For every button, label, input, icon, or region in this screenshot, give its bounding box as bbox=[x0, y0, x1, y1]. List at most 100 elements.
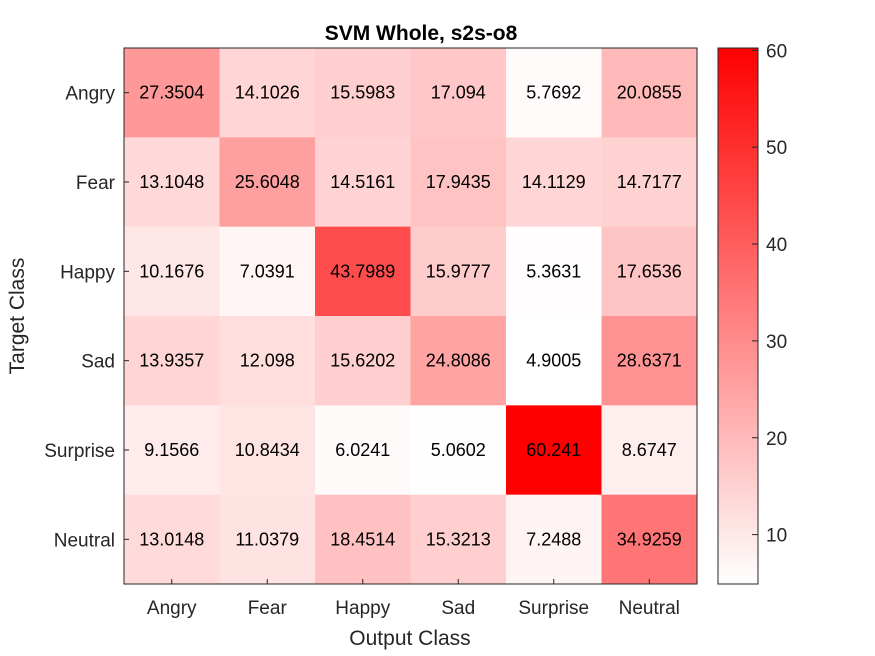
heatmap-cell bbox=[124, 405, 220, 496]
x-tick-label: Surprise bbox=[518, 598, 589, 619]
heatmap-cell bbox=[601, 226, 698, 317]
heatmap-cell bbox=[219, 405, 316, 496]
colorbar-tick-label: 50 bbox=[766, 138, 787, 159]
x-tick-label: Angry bbox=[147, 598, 197, 619]
cell-value-label: 24.8086 bbox=[426, 351, 491, 371]
heatmap-cell bbox=[410, 494, 507, 585]
cell-value-label: 43.7989 bbox=[330, 261, 395, 281]
y-tick-label: Fear bbox=[76, 173, 116, 194]
heatmap-cell bbox=[506, 405, 602, 496]
cell-value-label: 18.4514 bbox=[330, 529, 395, 549]
cell-value-label: 14.7177 bbox=[617, 172, 682, 192]
heatmap-cell bbox=[410, 226, 507, 317]
cell-value-label: 7.2488 bbox=[526, 529, 581, 549]
x-tick-label: Fear bbox=[248, 598, 288, 619]
y-tick-labels: Angry Fear Happy Sad Surprise Neutral bbox=[44, 84, 129, 551]
heatmap-cell bbox=[506, 137, 602, 228]
cell-value-label: 8.6747 bbox=[622, 440, 677, 460]
colorbar: 10 20 30 40 50 60 bbox=[717, 41, 787, 585]
heatmap-cell bbox=[124, 316, 220, 406]
heatmap-cell bbox=[506, 316, 602, 406]
cell-value-label: 15.9777 bbox=[426, 261, 491, 281]
cell-value-label: 10.8434 bbox=[235, 440, 300, 460]
heatmap-cell bbox=[410, 405, 507, 496]
y-tick-label: Surprise bbox=[44, 441, 115, 462]
heatmap-cell bbox=[315, 226, 411, 317]
cell-value-label: 17.6536 bbox=[617, 261, 682, 281]
cell-value-label: 15.5983 bbox=[330, 83, 395, 103]
y-tick-label: Neutral bbox=[54, 530, 115, 551]
cell-value-label: 15.6202 bbox=[330, 351, 395, 371]
cell-value-label: 6.0241 bbox=[335, 440, 390, 460]
colorbar-tick-label: 10 bbox=[766, 526, 787, 547]
cell-value-label: 15.3213 bbox=[426, 529, 491, 549]
cell-value-label: 7.0391 bbox=[240, 261, 295, 281]
heatmap-cell bbox=[124, 226, 220, 317]
heatmap-cell bbox=[124, 48, 220, 138]
x-axis-label: Output Class bbox=[349, 627, 470, 650]
cell-value-label: 20.0855 bbox=[617, 83, 682, 103]
cell-value-label: 5.3631 bbox=[526, 261, 581, 281]
cell-value-label: 14.5161 bbox=[330, 172, 395, 192]
cell-value-label: 17.9435 bbox=[426, 172, 491, 192]
heatmap-cell bbox=[315, 137, 411, 228]
heatmap-cell bbox=[124, 494, 220, 585]
heatmap-cell bbox=[315, 494, 411, 585]
cell-value-label: 28.6371 bbox=[617, 351, 682, 371]
colorbar-tick-label: 30 bbox=[766, 332, 787, 353]
x-tick-label: Neutral bbox=[619, 598, 680, 619]
heatmap-cell bbox=[315, 405, 411, 496]
heatmap-cell bbox=[219, 137, 316, 228]
heatmap-cell bbox=[219, 494, 316, 585]
y-tick-label: Happy bbox=[60, 262, 115, 283]
x-tick-label: Sad bbox=[441, 598, 475, 619]
y-tick-label: Angry bbox=[65, 84, 115, 105]
colorbar-tick-label: 40 bbox=[766, 235, 787, 256]
cell-value-label: 4.9005 bbox=[526, 351, 581, 371]
cell-value-label: 14.1129 bbox=[522, 172, 586, 192]
heatmap-cell bbox=[410, 316, 507, 406]
heatmap-cell bbox=[601, 316, 698, 406]
heatmap-cell bbox=[410, 48, 507, 138]
cell-value-label: 27.3504 bbox=[139, 83, 204, 103]
colorbar-tick-label: 20 bbox=[766, 429, 787, 450]
cell-value-label: 13.1048 bbox=[139, 172, 204, 192]
heatmap-cell bbox=[219, 316, 316, 406]
heatmap-cell bbox=[506, 226, 602, 317]
cell-value-label: 60.241 bbox=[526, 440, 581, 460]
colorbar-tick-label: 60 bbox=[766, 41, 787, 62]
cell-value-label: 5.7692 bbox=[526, 83, 581, 103]
heatmap-cell bbox=[601, 405, 698, 496]
cell-value-label: 34.9259 bbox=[617, 529, 682, 549]
cell-value-label: 13.0148 bbox=[139, 529, 204, 549]
cell-value-label: 13.9357 bbox=[139, 351, 204, 371]
cell-value-label: 17.094 bbox=[431, 83, 486, 103]
colorbar-gradient bbox=[717, 47, 759, 585]
heatmap-cell bbox=[219, 48, 316, 138]
cell-value-label: 5.0602 bbox=[431, 440, 486, 460]
heatmap-cells: 27.3504 14.1026 15.5983 17.094 5.7692 20.0855… bbox=[124, 48, 698, 585]
heatmap-cell bbox=[506, 494, 602, 585]
heatmap-cell bbox=[410, 137, 507, 228]
y-tick-label: Sad bbox=[81, 352, 115, 373]
plot-frame bbox=[123, 47, 698, 585]
chart-title: SVM Whole, s2s-o8 bbox=[325, 22, 518, 45]
heatmap-cell bbox=[601, 137, 698, 228]
heatmap-cell bbox=[601, 494, 698, 585]
cell-value-label: 10.1676 bbox=[139, 261, 204, 281]
heatmap-cell bbox=[315, 48, 411, 138]
y-axis-label: Target Class bbox=[6, 258, 29, 375]
cell-value-label: 25.6048 bbox=[235, 172, 300, 192]
heatmap-cell bbox=[601, 48, 698, 138]
x-tick-label: Happy bbox=[335, 598, 390, 619]
heatmap-cell bbox=[219, 226, 316, 317]
x-tick-labels: Angry Fear Happy Sad Surprise Neutral bbox=[147, 579, 680, 619]
heatmap-cell bbox=[506, 48, 602, 138]
cell-value-label: 14.1026 bbox=[235, 83, 300, 103]
cell-value-label: 11.0379 bbox=[235, 529, 299, 549]
heatmap-cell bbox=[124, 137, 220, 228]
cell-value-label: 9.1566 bbox=[144, 440, 199, 460]
heatmap-cell bbox=[315, 316, 411, 406]
cell-value-label: 12.098 bbox=[240, 351, 295, 371]
